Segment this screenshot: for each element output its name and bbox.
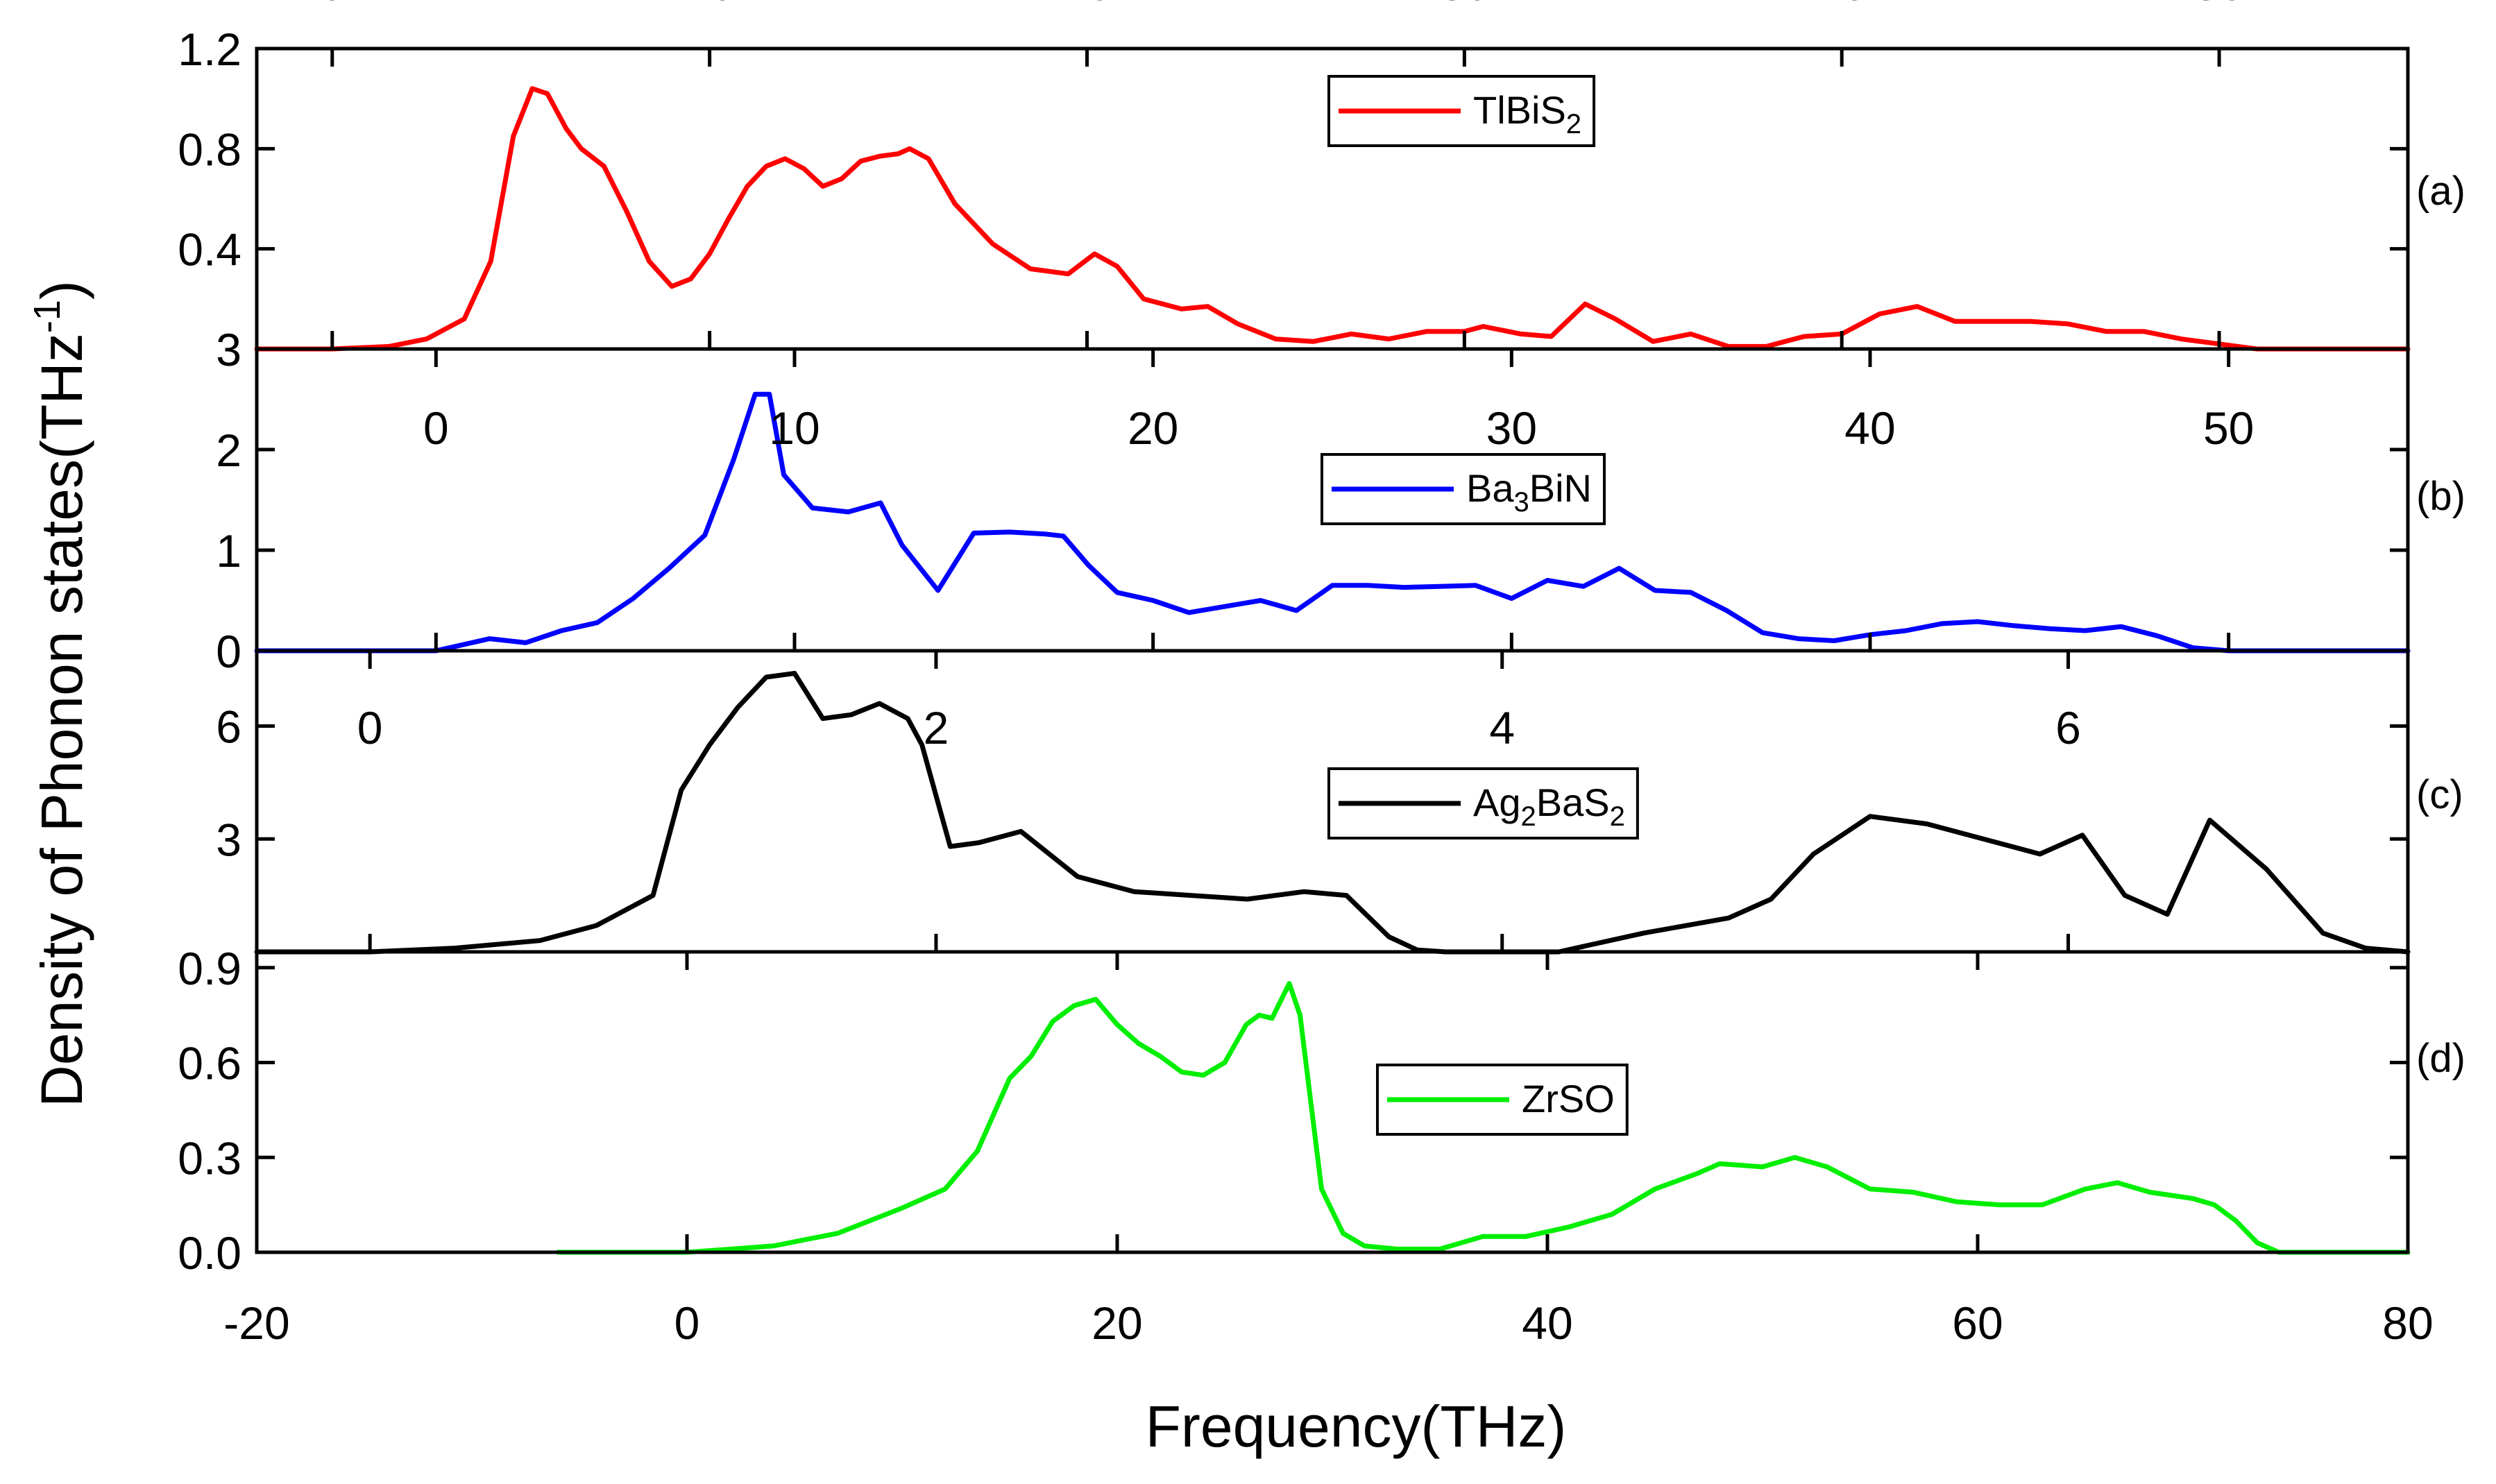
x-tick-label: 0 [357, 702, 383, 753]
legend-1: Ba3BiN [1321, 453, 1606, 525]
y-tick-label: 0.3 [178, 1132, 241, 1184]
legend-2: Ag2BaS2 [1327, 767, 1639, 839]
x-tick-label: 0 [423, 402, 449, 454]
x-tick-label: 30 [1486, 402, 1537, 454]
series-line-1 [254, 391, 2411, 654]
y-tick-label: 0.8 [178, 123, 241, 175]
y-tick-label: 2 [216, 425, 241, 476]
panel-label: (c) [2416, 772, 2463, 817]
y-tick-label: 3 [216, 814, 241, 865]
y-tick-label: 3 [216, 324, 241, 375]
y-tick-label: 0.6 [178, 1038, 241, 1089]
x-tick-label: 20 [1062, 0, 1112, 10]
x-tick-label: 20 [1128, 402, 1178, 454]
x-tick-label: 0 [319, 0, 345, 10]
panel-label: (a) [2416, 169, 2465, 214]
y-tick-label: 1 [216, 525, 241, 577]
legend-label: ZrSO [1522, 1077, 1615, 1120]
x-tick-label: 40 [1522, 1297, 1572, 1349]
x-axis-title: Frequency(THz) [1146, 1394, 1567, 1459]
x-tick-label: -20 [223, 1297, 289, 1349]
panel-3: 0.0 0.3 0.6 0.9 -20 0 20 40 60 80 (d) ZrSO [178, 943, 2465, 1349]
x-tick-label: 20 [1092, 1297, 1142, 1349]
y-tick-label: 0.9 [178, 943, 241, 994]
series-line-3 [555, 981, 2411, 1255]
series-line-0 [254, 86, 2411, 352]
y-tick-label: 1.2 [178, 24, 241, 75]
legend-label: Ag2BaS2 [1473, 781, 1625, 832]
x-tick-label: 10 [684, 0, 735, 10]
y-tick-label: 6 [216, 701, 241, 753]
panel-label: (b) [2416, 474, 2465, 519]
plot-layer: 30.40.81.201020304050(a)TlBiS20123010203… [178, 0, 2465, 1349]
y-tick-label: 3 [216, 324, 241, 375]
x-tick-label: 50 [2203, 402, 2254, 454]
x-tick-label: 30 [1439, 0, 1490, 10]
x-tick-label: 6 [2055, 702, 2081, 753]
x-tick-label: 0 [674, 1297, 700, 1349]
panel-frame-3 [255, 950, 2410, 1254]
panel-2: 3 6 0 2 4 6 (c) Ag2BaS2 [216, 649, 2463, 955]
legend-label: TlBiS2 [1473, 88, 1581, 139]
legend-label: Ba3BiN [1466, 466, 1592, 518]
series-line-2 [254, 671, 2411, 955]
x-tick-label: 40 [1816, 0, 1867, 10]
x-tick-label: 50 [2193, 0, 2244, 10]
y-tick-label: 0 [216, 626, 241, 677]
x-tick-label: 40 [1844, 402, 1895, 454]
x-tick-label: 80 [2382, 1297, 2433, 1349]
panel-0: 3 0.4 0.8 1.2 0 10 20 30 40 50 (a) TlBiS2 [178, 0, 2465, 375]
y-tick-label: 0.4 [178, 224, 241, 275]
x-tick-label: 10 [769, 402, 820, 454]
x-tick-label: 2 [924, 702, 949, 753]
y-tick-label: 0.0 [178, 1227, 241, 1279]
y-axis-title: Density of Phonon states(THz-1) [26, 280, 94, 1107]
panel-label: (d) [2416, 1036, 2465, 1081]
legend-0: TlBiS2 [1327, 75, 1596, 147]
legend-3: ZrSO [1376, 1064, 1629, 1136]
x-tick-label: 60 [1952, 1297, 2003, 1349]
x-tick-label: 4 [1489, 702, 1515, 753]
